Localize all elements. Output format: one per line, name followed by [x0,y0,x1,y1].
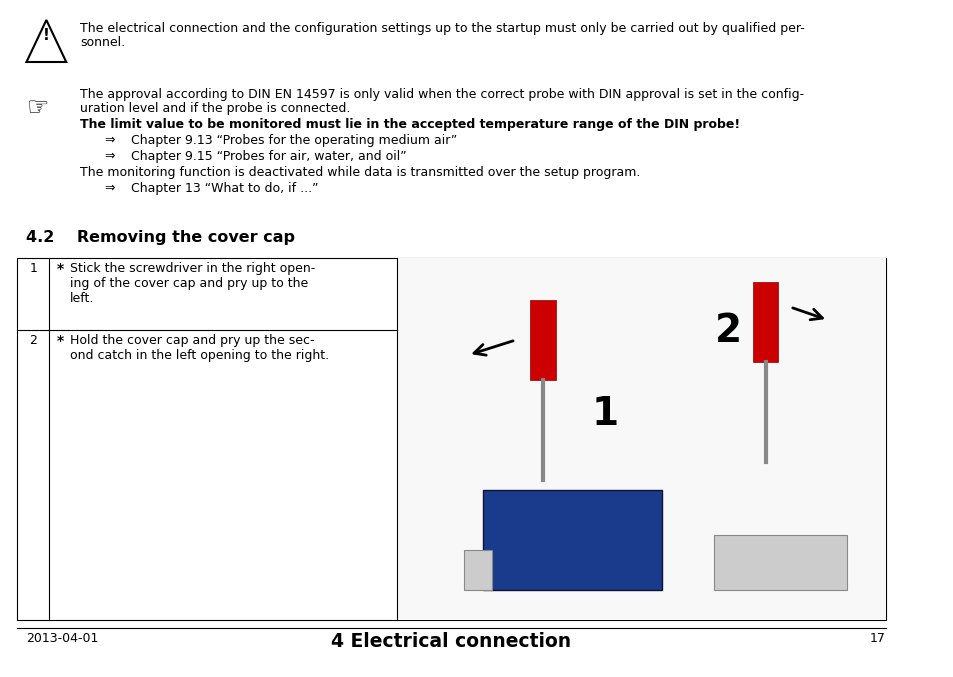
Bar [17,258,884,620]
FancyArrowPatch shape [792,308,821,320]
Text: The limit value to be monitored must lie in the accepted temperature range of th: The limit value to be monitored must lie… [80,118,740,131]
Text: *: * [57,334,64,348]
Text: ⇒: ⇒ [104,150,114,163]
Text: The monitoring function is deactivated while data is transmitted over the setup : The monitoring function is deactivated w… [80,166,640,179]
Bar [529,300,556,380]
Text: 4 Electrical connection: 4 Electrical connection [331,632,571,651]
Text: The electrical connection and the configuration settings up to the startup must : The electrical connection and the config… [80,22,804,35]
Text: uration level and if the probe is connected.: uration level and if the probe is connec… [80,102,351,115]
Text: sonnel.: sonnel. [80,36,126,49]
Text: !: ! [43,28,50,43]
Text: 1: 1 [591,395,618,433]
Text: Chapter 9.15 “Probes for air, water, and oil”: Chapter 9.15 “Probes for air, water, and… [131,150,406,163]
Bar [397,258,884,620]
Text: Stick the screwdriver in the right open-
ing of the cover cap and pry up to the
: Stick the screwdriver in the right open-… [70,262,314,305]
Bar [753,282,777,362]
Text: 4.2    Removing the cover cap: 4.2 Removing the cover cap [27,230,295,245]
Text: Chapter 9.13 “Probes for the operating medium air”: Chapter 9.13 “Probes for the operating m… [131,134,456,147]
Bar [463,550,492,590]
Text: 2: 2 [30,334,37,347]
FancyArrowPatch shape [474,341,513,355]
Text: The approval according to DIN EN 14597 is only valid when the correct probe with: The approval according to DIN EN 14597 i… [80,88,803,101]
Bar [714,535,846,590]
Text: ⇒: ⇒ [104,182,114,195]
Text: *: * [57,262,64,276]
Bar [482,490,661,590]
Text: 2: 2 [714,312,740,350]
Text: 1: 1 [30,262,37,275]
Text: ⇒: ⇒ [104,134,114,147]
Text: Chapter 13 “What to do, if ...”: Chapter 13 “What to do, if ...” [131,182,317,195]
Text: Hold the cover cap and pry up the sec-
ond catch in the left opening to the righ: Hold the cover cap and pry up the sec- o… [70,334,329,362]
Text: ☞: ☞ [27,96,49,120]
Text: 2013-04-01: 2013-04-01 [27,632,99,645]
Text: 17: 17 [869,632,884,645]
